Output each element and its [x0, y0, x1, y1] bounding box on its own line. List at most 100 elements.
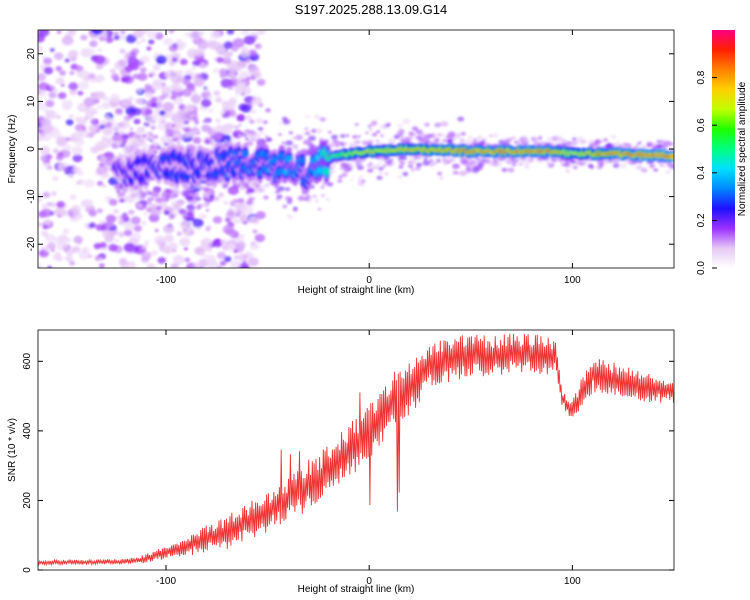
spectrogram-noise-blob	[219, 110, 225, 115]
spectrogram-noise-blob	[123, 242, 136, 252]
spectrogram-ridge-cell	[194, 169, 202, 177]
spectrogram-ridge-cell	[316, 167, 324, 174]
spectrogram-noise-blob	[150, 102, 158, 108]
spectrogram-scatter-blob	[247, 192, 252, 196]
spectrogram-scatter-blob	[452, 170, 458, 175]
spectrogram-scatter-blob	[357, 181, 365, 187]
spectrogram-noise-blob	[257, 30, 266, 35]
spectrogram-noise-blob	[177, 109, 188, 117]
spectrogram-scatter-blob	[184, 115, 190, 119]
spectrogram-noise-blob	[238, 253, 248, 262]
spectrogram-scatter-blob	[246, 200, 253, 206]
spectrogram-noise-blob	[65, 119, 74, 126]
spectrogram-noise-blob	[188, 30, 201, 40]
spectrogram-scatter-blob	[264, 196, 269, 200]
spectrogram-scatter-blob	[574, 166, 578, 169]
spectrogram-noise-blob	[77, 179, 85, 185]
spectrogram-scatter-blob	[320, 193, 326, 198]
spectrogram-noise-blob	[50, 248, 56, 253]
spectrogram-scatter-blob	[589, 165, 595, 169]
spectrogram-noise-blob	[113, 31, 119, 36]
spectrogram-noise-blob	[70, 56, 77, 62]
spectrogram-scatter-blob	[537, 136, 543, 140]
spectrogram-noise-blob	[111, 73, 120, 80]
colorbar-tick-label: 0.0	[696, 261, 707, 275]
spectrogram-noise-blob	[139, 55, 150, 64]
spectrogram-scatter-blob	[579, 136, 583, 139]
spectrogram-scatter-blob	[295, 134, 303, 141]
spectrogram-noise-blob	[65, 247, 75, 256]
spectrogram-noise-blob	[171, 248, 177, 253]
spectrogram-noise-blob	[239, 233, 245, 239]
spectrogram-scatter-blob	[155, 197, 163, 203]
spectrogram-noise-blob	[56, 241, 69, 251]
spectrogram-noise-blob	[38, 73, 47, 82]
spectrogram-noise-blob	[132, 30, 145, 39]
spectrogram-noise-blob	[170, 83, 179, 90]
spectrogram-scatter-blob	[561, 163, 565, 166]
spectrogram-noise-blob	[230, 45, 239, 52]
spectrogram-noise-blob	[105, 221, 115, 229]
spectrogram-scatter-blob	[436, 124, 441, 128]
spectrogram-noise-blob	[136, 126, 146, 134]
spectrogram-scatter-blob	[131, 143, 139, 149]
spectrogram-scatter-blob	[618, 163, 627, 169]
spectrogram-scatter-blob	[457, 132, 462, 136]
spectrogram-scatter-blob	[570, 140, 579, 146]
spectrogram-scatter-blob	[530, 136, 537, 141]
spectrogram-noise-blob	[163, 210, 170, 215]
spectrogram-scatter-blob	[415, 166, 421, 171]
spectrogram-scatter-blob	[163, 145, 168, 149]
spectrogram-noise-blob	[77, 90, 84, 96]
spectrogram-scatter-blob	[350, 164, 355, 169]
spectrogram-scatter-blob	[278, 121, 283, 125]
spectrogram-noise-blob	[53, 88, 59, 93]
spectrogram-scatter-blob	[512, 136, 516, 140]
spectrogram-noise-blob	[98, 263, 105, 268]
spectrogram-noise-blob	[101, 102, 111, 110]
spectrogram-scatter-blob	[415, 135, 423, 141]
spectrogram-noise-blob	[97, 105, 102, 110]
spectrogram-scatter-blob	[355, 123, 359, 126]
spectrogram-scatter-blob	[181, 127, 185, 130]
spectrogram-noise-blob	[129, 261, 136, 267]
spectrogram-scatter-blob	[135, 202, 141, 206]
spectrogram-scatter-blob	[615, 141, 620, 145]
spectrogram-noise-blob	[68, 114, 74, 119]
spectrogram-scatter-blob	[387, 138, 396, 144]
spectrogram-noise-blob	[41, 203, 48, 210]
spectrogram-noise-blob	[105, 36, 114, 44]
spectrogram-noise-blob	[49, 48, 55, 52]
spectrogram-scatter-blob	[416, 162, 423, 168]
spectrogram-noise-blob	[254, 233, 266, 243]
spectrogram-noise-blob	[108, 198, 118, 206]
spectrogram-noise-blob	[170, 74, 183, 84]
spectrogram-scatter-blob	[579, 161, 586, 166]
snr-x-tick-label: 0	[366, 576, 372, 587]
spectrogram-noise-blob	[226, 30, 235, 35]
spectrogram-scatter-blob	[408, 164, 414, 169]
spectrogram-noise-blob	[63, 165, 76, 176]
spectrogram-scatter-blob	[566, 142, 572, 146]
spectrogram-noise-blob	[223, 41, 234, 49]
spectrogram-scatter-blob	[654, 168, 659, 172]
spectrogram-noise-blob	[91, 30, 104, 35]
spectrogram-scatter-blob	[117, 194, 125, 200]
spectrogram-scatter-blob	[546, 137, 554, 143]
spectrogram-noise-blob	[179, 237, 191, 247]
spectrogram-scatter-blob	[367, 125, 372, 128]
spectrogram-scatter-blob	[303, 130, 308, 134]
colorbar-tick-label: 0.2	[696, 213, 707, 227]
spectrogram-x-tick-label: 0	[366, 275, 372, 286]
spectrogram-noise-blob	[190, 94, 202, 103]
spectrogram-noise-blob	[59, 209, 68, 217]
snr-x-axis-label: Height of straight line (km)	[298, 584, 415, 595]
spectrogram-scatter-blob	[265, 137, 273, 142]
spectrogram-noise-blob	[236, 114, 246, 122]
spectrogram-noise-blob	[141, 220, 148, 226]
spectrogram-noise-blob	[207, 260, 219, 268]
spectrogram-scatter-blob	[275, 197, 281, 201]
spectrogram-noise-blob	[215, 96, 223, 103]
spectrogram-noise-blob	[246, 77, 251, 81]
spectrogram-noise-blob	[154, 81, 159, 86]
